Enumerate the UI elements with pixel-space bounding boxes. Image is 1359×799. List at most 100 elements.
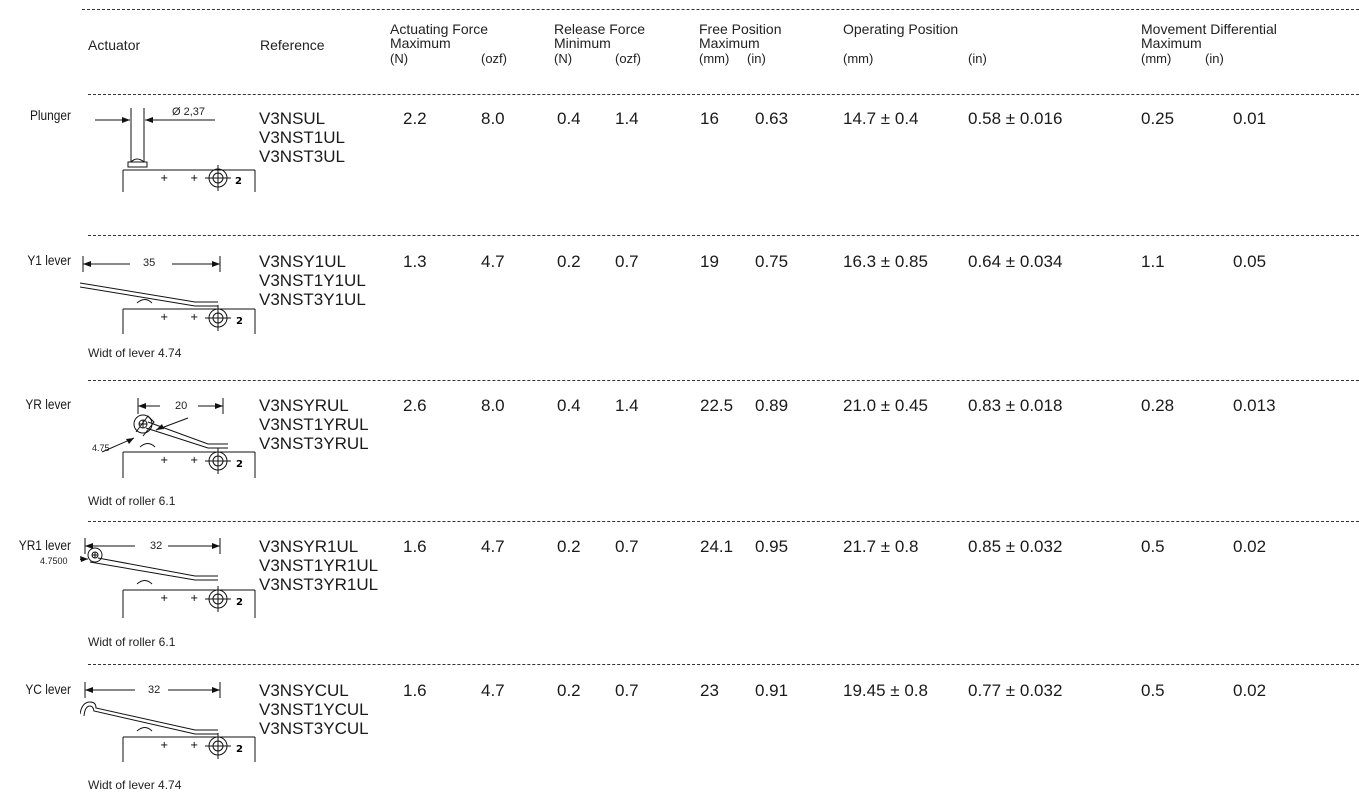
length-label: 35 <box>143 257 156 269</box>
rf-n: 0.4 <box>557 109 581 128</box>
reference-3: V3NST3YCUL <box>259 719 369 738</box>
md-mm: 0.5 <box>1141 681 1165 700</box>
yr1-lever-diagram: + + 2 <box>80 538 256 618</box>
op-in: 0.64 ± 0.034 <box>968 252 1063 271</box>
op-in: 0.77 ± 0.032 <box>968 681 1063 700</box>
reference-1: V3NSUL <box>259 109 326 128</box>
header-op-unit-in: (in) <box>968 51 987 66</box>
af-n: 1.3 <box>403 252 427 271</box>
reference-2: V3NST1YRUL <box>259 415 369 434</box>
fp-mm: 23 <box>700 681 719 700</box>
svg-text:2: 2 <box>236 459 243 470</box>
header-release-force-min: Minimum <box>554 35 611 51</box>
md-mm: 1.1 <box>1141 252 1165 271</box>
row-divider <box>88 380 1359 381</box>
reference-2: V3NST1Y1UL <box>259 271 366 290</box>
md-in: 0.02 <box>1233 681 1267 700</box>
fp-in: 0.63 <box>755 109 789 128</box>
op-mm: 16.3 ± 0.85 <box>843 252 928 271</box>
reference-3: V3NST3YRUL <box>259 434 369 453</box>
fp-in: 0.95 <box>755 537 789 556</box>
top-divider <box>82 9 1359 10</box>
roller-diameter-label: 4.75 <box>92 443 110 453</box>
header-movement-differential-max: Maximum <box>1141 35 1202 51</box>
svg-text:+: + <box>160 455 168 466</box>
header-rf-unit-n: (N) <box>554 51 573 66</box>
row-divider <box>88 235 1359 236</box>
header-release-force: Release Force <box>554 21 646 37</box>
svg-text:+: + <box>190 593 198 604</box>
actuator-label: YR lever <box>25 396 72 412</box>
plunger-diagram: + + 2 <box>95 108 256 192</box>
width-note: Widt of roller 6.1 <box>88 494 176 508</box>
rf-n: 0.2 <box>557 681 581 700</box>
actuator-label: YR1 lever <box>18 537 71 553</box>
header-actuating-force-max: Maximum <box>390 35 451 51</box>
op-mm: 21.0 ± 0.45 <box>843 396 928 415</box>
svg-text:2: 2 <box>236 597 243 608</box>
header-md-unit-mm: (mm) <box>1141 51 1172 66</box>
af-n: 2.2 <box>403 109 427 128</box>
header-actuator: Actuator <box>88 37 141 53</box>
svg-text:+: + <box>160 173 168 184</box>
reference-2: V3NST1UL <box>259 128 345 147</box>
header-md-unit-in: (in) <box>1205 51 1224 66</box>
header-operating-position: Operating Position <box>843 21 959 37</box>
md-mm: 0.28 <box>1141 396 1175 415</box>
reference-2: V3NST1YR1UL <box>259 556 379 575</box>
svg-text:+: + <box>190 312 198 323</box>
md-in: 0.01 <box>1233 109 1267 128</box>
fp-mm: 22.5 <box>700 396 734 415</box>
header-af-unit-n: (N) <box>390 51 409 66</box>
af-ozf: 8.0 <box>481 109 505 128</box>
svg-text:2: 2 <box>236 744 243 755</box>
svg-text:+: + <box>160 740 168 751</box>
op-in: 0.85 ± 0.032 <box>968 537 1063 556</box>
header-op-unit-mm: (mm) <box>843 51 874 66</box>
header-fp-unit-mm: (mm) <box>699 51 730 66</box>
af-ozf: 4.7 <box>481 537 505 556</box>
reference-3: V3NST3Y1UL <box>259 290 366 309</box>
af-ozf: 4.7 <box>481 252 505 271</box>
actuator-label: YC lever <box>25 681 72 697</box>
reference-1: V3NSYCUL <box>259 681 349 700</box>
row-divider <box>88 94 1359 95</box>
header-free-position: Free Position <box>699 21 782 37</box>
md-mm: 0.25 <box>1141 109 1175 128</box>
md-in: 0.02 <box>1233 537 1267 556</box>
row-divider <box>88 664 1359 665</box>
af-ozf: 4.7 <box>481 681 505 700</box>
op-mm: 14.7 ± 0.4 <box>843 109 919 128</box>
width-note: Widt of roller 6.1 <box>88 635 176 649</box>
header-actuating-force: Actuating Force <box>390 21 489 37</box>
fp-mm: 19 <box>700 252 719 271</box>
fp-in: 0.89 <box>755 396 789 415</box>
af-n: 1.6 <box>403 537 427 556</box>
rf-n: 0.2 <box>557 252 581 271</box>
reference-3: V3NST3YR1UL <box>259 575 379 594</box>
af-n: 1.6 <box>403 681 427 700</box>
op-mm: 19.45 ± 0.8 <box>843 681 928 700</box>
md-in: 0.05 <box>1233 252 1267 271</box>
width-note: Widt of lever 4.74 <box>88 778 182 792</box>
header-free-position-max: Maximum <box>699 35 760 51</box>
rf-ozf: 0.7 <box>615 537 639 556</box>
md-in: 0.013 <box>1233 396 1276 415</box>
diameter-label: Ø 2,37 <box>172 106 206 118</box>
af-n: 2.6 <box>403 396 427 415</box>
svg-text:+: + <box>190 455 198 466</box>
width-note: Widt of lever 4.74 <box>88 346 182 360</box>
header-reference: Reference <box>260 37 325 53</box>
op-in: 0.58 ± 0.016 <box>968 109 1063 128</box>
roller-diameter-label: 4.7500 <box>40 556 68 566</box>
rf-ozf: 0.7 <box>615 252 639 271</box>
reference-1: V3NSY1UL <box>259 252 346 271</box>
header-movement-differential: Movement Differential <box>1141 21 1277 37</box>
header-af-unit-ozf: (ozf) <box>481 51 507 66</box>
svg-text:+: + <box>160 312 168 323</box>
length-label: 32 <box>150 540 163 552</box>
length-label: 32 <box>148 684 161 696</box>
svg-text:2: 2 <box>235 176 242 187</box>
fp-in: 0.91 <box>755 681 789 700</box>
rf-n: 0.4 <box>557 396 581 415</box>
